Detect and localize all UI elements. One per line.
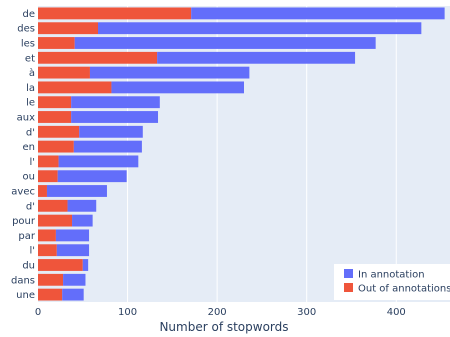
x-tick-labels: 0 100 200 300 400 bbox=[35, 307, 406, 318]
bar-in-annotation bbox=[82, 259, 89, 271]
bar-out-of-annotations bbox=[38, 140, 74, 153]
y-tick-label: d' bbox=[26, 127, 35, 138]
bars bbox=[38, 7, 445, 301]
x-tick-label: 200 bbox=[208, 307, 227, 318]
bar-in-annotation bbox=[46, 185, 107, 197]
y-tick-label: pour bbox=[12, 216, 36, 227]
y-tick-label: aux bbox=[17, 113, 35, 124]
legend-entry: In annotation bbox=[358, 270, 425, 281]
y-tick-label: du bbox=[22, 261, 35, 272]
y-tick-label: dans bbox=[11, 275, 35, 286]
bar-out-of-annotations bbox=[38, 37, 75, 49]
bar-out-of-annotations bbox=[38, 66, 90, 79]
y-tick-label: à bbox=[29, 67, 35, 79]
y-tick-label: d' bbox=[26, 201, 35, 212]
bar-out-of-annotations bbox=[38, 229, 56, 242]
bar-in-annotation bbox=[71, 111, 159, 123]
bar-out-of-annotations bbox=[38, 170, 58, 183]
bar-out-of-annotations bbox=[38, 288, 63, 301]
bar-in-annotation bbox=[58, 155, 139, 168]
bar-out-of-annotations bbox=[38, 111, 72, 123]
bar-in-annotation bbox=[79, 125, 143, 138]
bar-in-annotation bbox=[111, 81, 244, 94]
y-tick-label: par bbox=[18, 231, 35, 242]
legend: In annotation Out of annotations bbox=[334, 264, 450, 300]
bar-out-of-annotations bbox=[38, 125, 80, 138]
bar-out-of-annotations bbox=[38, 199, 68, 212]
bar-out-of-annotations bbox=[38, 214, 73, 227]
bar-out-of-annotations bbox=[38, 81, 112, 94]
bar-in-annotation bbox=[55, 229, 90, 242]
bar-in-annotation bbox=[73, 140, 142, 153]
x-tick-label: 300 bbox=[297, 307, 316, 318]
y-tick-label: une bbox=[16, 290, 35, 301]
bar-in-annotation bbox=[63, 273, 86, 286]
bar-out-of-annotations bbox=[38, 259, 83, 271]
y-tick-label: de bbox=[23, 9, 36, 20]
bar-in-annotation bbox=[74, 37, 376, 49]
y-tick-label: l' bbox=[29, 246, 35, 257]
y-tick-label: des bbox=[17, 24, 35, 35]
y-tick-label: la bbox=[26, 83, 35, 94]
bar-in-annotation bbox=[98, 22, 422, 35]
bar-out-of-annotations bbox=[38, 185, 47, 197]
bar-out-of-annotations bbox=[38, 96, 72, 109]
legend-entry: Out of annotations bbox=[358, 284, 450, 295]
bar-in-annotation bbox=[57, 170, 127, 183]
bar-in-annotation bbox=[72, 214, 93, 227]
y-tick-label: avec bbox=[11, 187, 35, 198]
bar-in-annotation bbox=[191, 7, 445, 20]
plot-background bbox=[38, 6, 450, 302]
bar-in-annotation bbox=[67, 199, 97, 212]
bar-out-of-annotations bbox=[38, 273, 64, 286]
bar-out-of-annotations bbox=[38, 155, 59, 168]
y-tick-label: l' bbox=[29, 157, 35, 168]
bar-in-annotation bbox=[62, 288, 84, 301]
legend-swatch bbox=[344, 283, 353, 292]
x-axis-title: Number of stopwords bbox=[159, 320, 288, 334]
x-tick-label: 0 bbox=[35, 307, 41, 318]
x-tick-label: 400 bbox=[387, 307, 406, 318]
y-tick-label: en bbox=[23, 142, 36, 153]
bar-out-of-annotations bbox=[38, 22, 99, 35]
bar-out-of-annotations bbox=[38, 51, 158, 64]
y-tick-labels: de des les et à la le aux d' en l' ou avec d' pour par l… bbox=[11, 9, 36, 301]
bar-in-annotation bbox=[71, 96, 160, 109]
x-tick-label: 100 bbox=[118, 307, 137, 318]
y-tick-label: les bbox=[21, 39, 35, 50]
legend-swatch bbox=[344, 269, 353, 278]
bar-in-annotation bbox=[89, 66, 250, 79]
bar-out-of-annotations bbox=[38, 7, 192, 20]
bar-out-of-annotations bbox=[38, 244, 57, 257]
legend-box bbox=[334, 264, 450, 300]
y-tick-label: ou bbox=[23, 172, 35, 183]
bar-in-annotation bbox=[157, 51, 356, 64]
bar-in-annotation bbox=[56, 244, 90, 257]
y-tick-label: et bbox=[25, 53, 35, 64]
y-tick-label: le bbox=[26, 98, 35, 109]
